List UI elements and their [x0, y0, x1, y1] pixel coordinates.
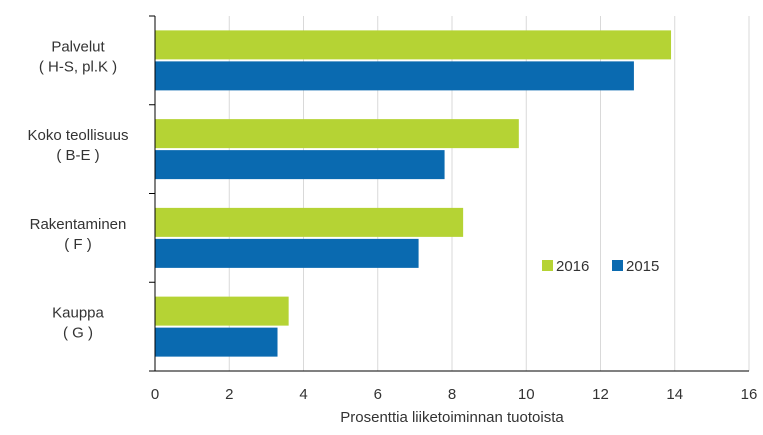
category-label: ( F )	[64, 236, 92, 253]
legend-swatch-2016	[542, 260, 553, 271]
x-tick-label: 16	[741, 386, 758, 403]
category-label: Kauppa	[52, 305, 104, 322]
category-label: Rakentaminen	[30, 216, 127, 233]
category-label: Koko teollisuus	[28, 127, 129, 144]
category-label: ( G )	[63, 325, 93, 342]
legend-label-2015: 2015	[626, 258, 659, 275]
x-tick-label: 8	[448, 386, 456, 403]
bar-2015	[155, 238, 419, 268]
bar-2016	[155, 296, 289, 326]
bar-2015	[155, 150, 445, 180]
bar-2016	[155, 119, 519, 149]
x-tick-label: 12	[592, 386, 609, 403]
category-label: ( H-S, pl.K )	[39, 58, 117, 75]
category-labels: Palvelut ( H-S, pl.K ) Koko teollisuus ( B-…	[28, 38, 129, 341]
legend: 2016 2015	[542, 258, 659, 275]
bars	[155, 30, 672, 357]
bar-2016	[155, 30, 672, 60]
bar-2015	[155, 327, 278, 357]
x-axis-title: Prosenttia liiketoiminnan tuotoista	[340, 409, 564, 426]
x-tick-label: 10	[518, 386, 535, 403]
x-tick-label: 2	[225, 386, 233, 403]
bar-2016	[155, 207, 464, 237]
x-tick-label: 14	[666, 386, 683, 403]
x-tick-label: 6	[374, 386, 382, 403]
legend-label-2016: 2016	[556, 258, 589, 275]
legend-swatch-2015	[612, 260, 623, 271]
x-tick-label: 0	[151, 386, 159, 403]
x-tick-label: 4	[299, 386, 307, 403]
category-label: Palvelut	[51, 38, 105, 55]
axes: 0 2 4 6 8 10 12 14 16	[149, 15, 758, 403]
bar-2015	[155, 61, 634, 91]
category-label: ( B-E )	[56, 147, 99, 164]
